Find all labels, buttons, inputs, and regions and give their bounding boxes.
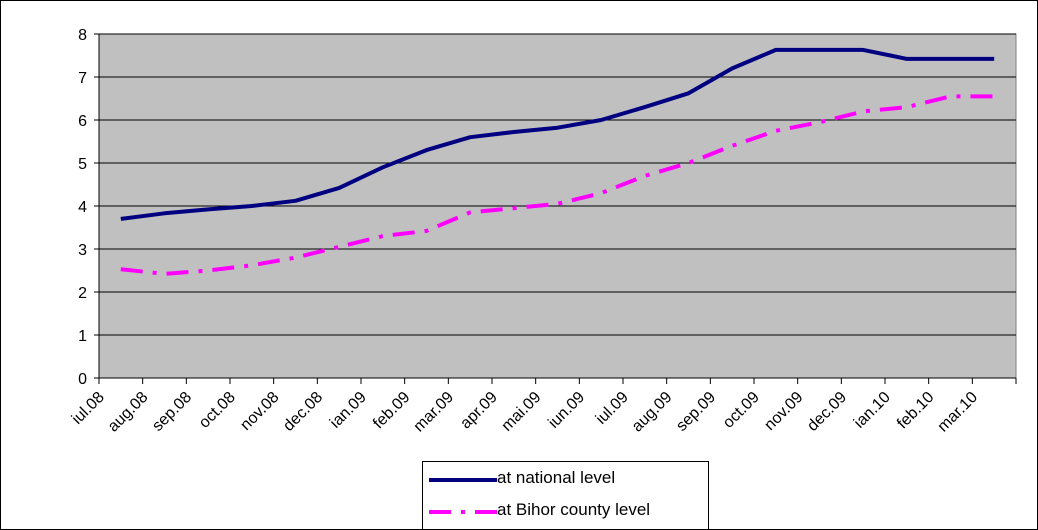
y-tick-label-4: 4 [78, 199, 87, 216]
x-tick-label-sep.09: sep.09 [673, 389, 719, 435]
x-tick-label-iul.09: iul.09 [593, 389, 632, 428]
x-tick-label-nov.09: nov.09 [761, 389, 806, 434]
series-line-national [120, 47, 995, 221]
x-tick-label-feb.10: feb.10 [894, 389, 938, 433]
x-tick-label-feb.09: feb.09 [370, 389, 414, 433]
legend-swatch-bihor [429, 510, 497, 514]
x-tick-label-oct.08: oct.08 [196, 389, 239, 432]
x-tick-label-mai.09: mai.09 [499, 389, 545, 435]
legend-swatch-national [429, 478, 497, 482]
x-tick-label-ian.10: ian.10 [851, 389, 894, 432]
x-tick-label-sep.08: sep.08 [149, 389, 195, 435]
y-tick-label-7: 7 [78, 70, 87, 87]
x-tick-label-mar.10: mar.10 [935, 389, 982, 436]
x-tick-label-iun.09: iun.09 [545, 389, 588, 432]
y-tick-label-3: 3 [78, 242, 87, 259]
gridlines [99, 33, 1016, 336]
legend-item-bihor: at Bihor county level [423, 496, 708, 528]
legend: at national level at Bihor county level [422, 461, 709, 529]
x-tick-label-mar.09: mar.09 [411, 389, 458, 436]
y-tick-label-1: 1 [78, 328, 87, 345]
y-tick-label-2: 2 [78, 285, 87, 302]
y-tick-label-0: 0 [78, 371, 87, 388]
legend-label-national: at national level [497, 468, 616, 487]
y-tick-label-8: 8 [78, 27, 87, 44]
y-tick-label-5: 5 [78, 156, 87, 173]
series-lines [120, 47, 995, 276]
x-tick-label-nov.08: nov.08 [237, 389, 282, 434]
x-tick-label-oct.09: oct.09 [720, 389, 763, 432]
x-tick-label-dec.08: dec.08 [280, 389, 326, 435]
x-tick-label-iul.08: iul.08 [69, 389, 108, 428]
x-tick-label-aug.09: aug.09 [629, 389, 676, 436]
axes [94, 33, 1017, 384]
x-tick-label-aug.08: aug.08 [105, 389, 152, 436]
x-tick-label-apr.09: apr.09 [457, 389, 501, 433]
x-tick-label-dec.09: dec.09 [804, 389, 850, 435]
legend-item-national: at national level [423, 464, 708, 496]
y-tick-label-6: 6 [78, 113, 87, 130]
legend-label-bihor: at Bihor county level [497, 500, 651, 519]
x-tick-label-ian.09: ian.09 [327, 389, 370, 432]
series-line-bihor [120, 94, 995, 276]
